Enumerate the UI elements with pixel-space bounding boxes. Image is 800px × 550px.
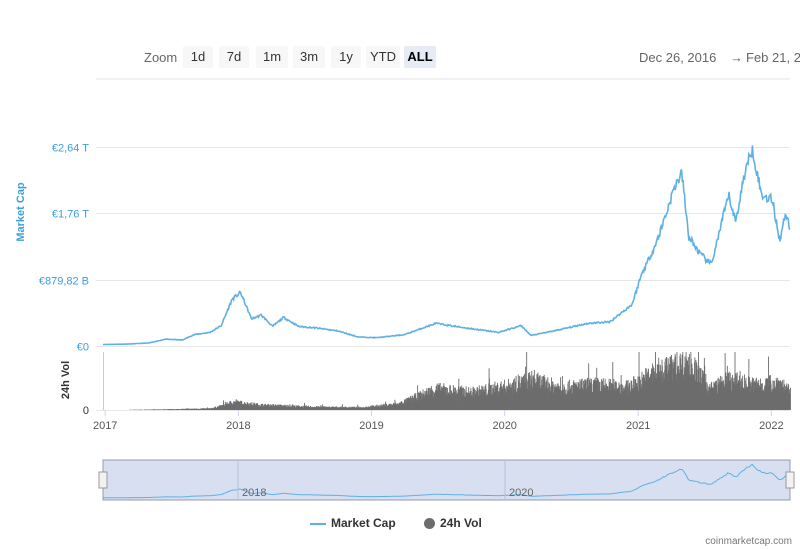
navigator-line-layer: [103, 463, 790, 499]
volume-bar: [133, 409, 135, 410]
market-cap-line: [103, 145, 791, 346]
range-arrow: →: [730, 50, 743, 65]
zoom-all-button[interactable]: ALL: [404, 46, 436, 68]
x-tick-label-4: 2021: [626, 420, 650, 432]
volume-bar: [386, 403, 388, 410]
navigator-window[interactable]: [102, 459, 791, 501]
range-to-input[interactable]: Feb 21, 2: [746, 50, 800, 65]
zoom-7d-button[interactable]: 7d: [219, 46, 249, 68]
volume-bar: [145, 409, 147, 410]
legend-label-market-cap: Market Cap: [331, 516, 396, 530]
volume-bar: [478, 385, 480, 410]
x-tick-label-0: 2017: [93, 420, 117, 432]
volume-bar: [702, 371, 704, 410]
zoom-toolbar: Zoom 1d 7d 1m 3m 1y YTD ALL Dec 26, 2016…: [0, 44, 800, 70]
legend-item-24h-vol[interactable]: 24h Vol: [424, 516, 482, 530]
y-tick-label-0: €0: [77, 342, 89, 354]
zoom-1y-button[interactable]: 1y: [331, 46, 361, 68]
legend-item-market-cap[interactable]: Market Cap: [310, 516, 396, 530]
volume-dot-icon: [424, 518, 435, 530]
x-axis-ticks: 2017 2018 2019 2020 2021 2022: [93, 410, 784, 432]
volume-bar: [724, 353, 726, 410]
zoom-ytd-button[interactable]: YTD: [366, 46, 400, 68]
navigator-label-2018: 2018: [242, 487, 266, 499]
navigator-right-handle[interactable]: [785, 471, 795, 489]
volume-bar: [394, 399, 396, 410]
volume-bar: [612, 361, 614, 410]
y-axis-ticks: €0 €879,82 B €1,76 T €2,64 T 0: [39, 143, 89, 418]
volume-bars: [129, 352, 791, 410]
y-tick-label-1: €879,82 B: [39, 276, 89, 288]
y-tick-label-3: €2,64 T: [52, 143, 89, 155]
x-tick-label-2: 2019: [359, 420, 383, 432]
x-tick-label-5: 2022: [759, 420, 783, 432]
navigator-line: [103, 463, 790, 499]
x-tick-label-3: 2020: [492, 420, 516, 432]
navigator-left-handle[interactable]: [98, 471, 108, 489]
x-tick-label-1: 2018: [226, 420, 250, 432]
zoom-1m-button[interactable]: 1m: [256, 46, 288, 68]
y-axis-title-market-cap: Market Cap: [15, 182, 27, 242]
volume-bar: [790, 387, 791, 410]
grid-layer: [96, 78, 790, 411]
volume-bar: [588, 363, 590, 410]
credits-link[interactable]: coinmarketcap.com: [705, 536, 792, 547]
volume-bar: [341, 404, 343, 410]
market-cap-chart: €0€879,82 B€1,76 T€2,64 T0 2017 2018 2019 2…: [15, 78, 795, 501]
y-tick-label-2: €1,76 T: [52, 209, 89, 221]
y-axis-title-volume: 24h Vol: [60, 361, 72, 399]
market-cap-line-layer: [103, 145, 791, 346]
axis-titles: Market Cap 24h Vol: [15, 182, 72, 399]
navigator-label-2020: 2020: [509, 487, 533, 499]
volume-bar: [768, 356, 770, 410]
legend-label-24h-vol: 24h Vol: [440, 516, 482, 530]
volume-bar: [153, 409, 155, 410]
zoom-1d-button[interactable]: 1d: [183, 46, 213, 68]
market-cap-line-icon: [310, 522, 326, 525]
zoom-3m-button[interactable]: 3m: [293, 46, 325, 68]
navigator[interactable]: 2018 2020: [98, 459, 795, 501]
volume-bar: [268, 403, 270, 410]
volume-bar: [320, 405, 322, 410]
range-from-input[interactable]: Dec 26, 2016: [639, 50, 717, 65]
volume-bar: [152, 409, 154, 410]
legend: Market Cap 24h Vol: [0, 510, 800, 536]
volume-y-tick-label-0: 0: [83, 405, 89, 417]
volume-bar: [587, 377, 589, 410]
zoom-label: Zoom: [144, 50, 178, 65]
